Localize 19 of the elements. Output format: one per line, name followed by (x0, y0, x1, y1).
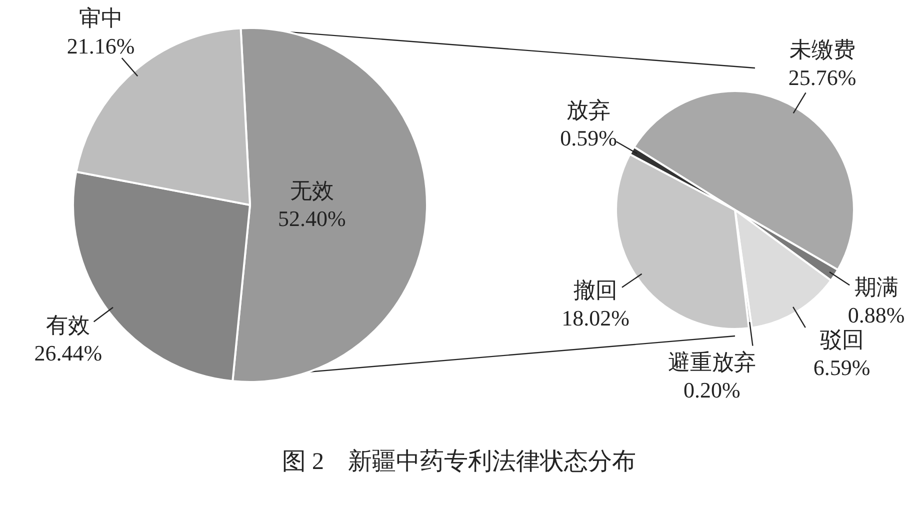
slice-label: 有效 (46, 312, 90, 338)
data-label: 6.59% (813, 354, 870, 380)
slice-label: 无效 (290, 178, 334, 204)
data-label: 52.40% (278, 206, 346, 232)
slice-label: 审中 (78, 6, 123, 31)
slice-label: 放弃 (566, 97, 611, 122)
data-label: 0.88% (848, 302, 905, 328)
slice-label: 未缴费 (789, 37, 856, 62)
text: 图 2 新疆中药专利法律状态分布 (281, 448, 637, 477)
data-label: 21.16% (66, 34, 135, 59)
slice-label: 避重放弃 (668, 349, 756, 374)
data-label: 0.59% (560, 125, 617, 150)
data-label: 26.44% (34, 340, 102, 366)
data-label: 18.02% (562, 305, 630, 330)
slice-label: 期满 (854, 274, 898, 300)
slice-label: 驳回 (820, 326, 864, 352)
data-label: 0.20% (683, 377, 740, 402)
data-label: 25.76% (788, 65, 856, 90)
slice-label: 撤回 (574, 277, 618, 302)
